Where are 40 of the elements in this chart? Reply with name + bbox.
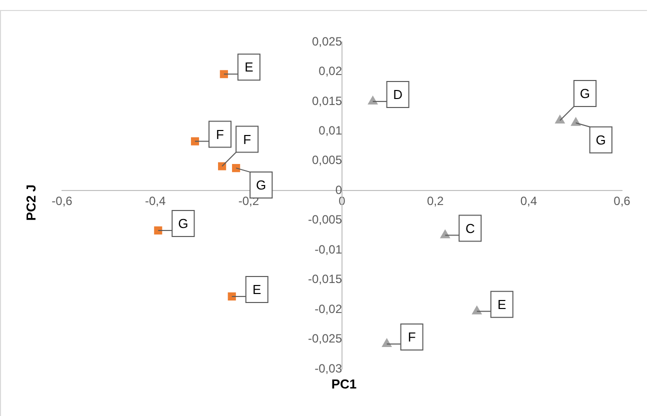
- annotation: C: [465, 220, 475, 236]
- point: [228, 292, 236, 300]
- x-tick-label: 0,6: [614, 194, 631, 208]
- annotation: F: [243, 132, 252, 147]
- point: [220, 70, 228, 78]
- y-tick-label: -0,01: [314, 242, 342, 256]
- y-tick-label: -0,005: [308, 212, 342, 227]
- y-tick-label: 0,02: [318, 64, 342, 78]
- x-tick-label: 0,2: [426, 194, 444, 208]
- annotation: G: [178, 216, 188, 232]
- point: [368, 96, 378, 104]
- annotation: D: [393, 87, 402, 102]
- x-tick-label: -0,4: [144, 194, 166, 208]
- y-axis-title: PC2 J: [24, 184, 39, 221]
- y-tick-label: -0,015: [308, 272, 342, 286]
- y-tick-label: 0,005: [312, 153, 342, 168]
- point: [382, 338, 392, 348]
- annotation: G: [580, 86, 590, 102]
- annotation: F: [408, 330, 416, 345]
- point: [555, 114, 565, 124]
- x-axis-title: PC1: [331, 376, 357, 392]
- annotation: E: [252, 282, 262, 298]
- point: [472, 306, 482, 314]
- y-tick-label: 0,01: [318, 123, 342, 138]
- x-tick-label: -0,6: [52, 194, 73, 208]
- point: [154, 226, 162, 235]
- y-tick-label: -0,025: [308, 332, 342, 346]
- annotation: F: [216, 126, 224, 142]
- point: [440, 230, 450, 238]
- point: [190, 137, 200, 146]
- y-tick-label: -0,03: [314, 361, 342, 376]
- y-tick-label: 0,025: [312, 34, 342, 48]
- y-tick-label: 0,015: [312, 94, 342, 108]
- annotation: E: [244, 60, 254, 75]
- y-tick-label: -0,02: [314, 302, 342, 316]
- annotation: G: [596, 132, 606, 148]
- y-tick-label: 0: [335, 182, 342, 197]
- annotation: G: [256, 178, 266, 193]
- annotation: E: [498, 296, 507, 312]
- x-tick-label: 0,4: [520, 194, 538, 208]
